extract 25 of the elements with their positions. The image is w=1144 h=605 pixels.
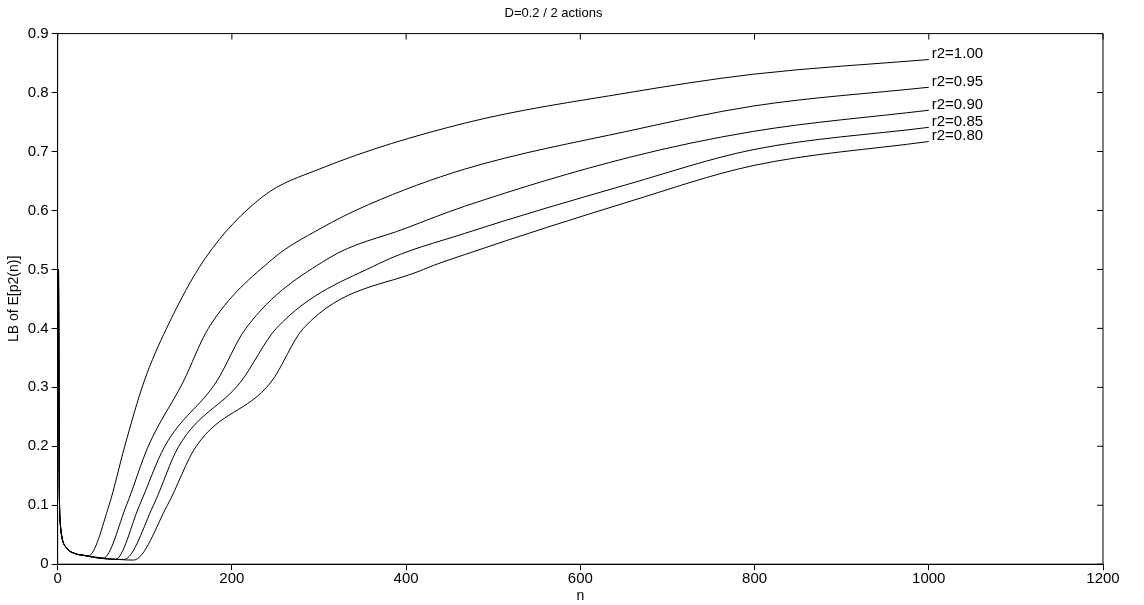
x-tick-label: 1000: [912, 569, 946, 587]
y-tick-label: 0.7: [27, 141, 49, 159]
y-axis-title: LB of E[p2(n)]: [5, 255, 22, 343]
x-tick-label: 600: [567, 569, 593, 587]
y-tick-label: 0.9: [27, 23, 49, 41]
legend-label: r2=1.00: [931, 44, 984, 62]
y-tick-label: 0.4: [27, 318, 49, 336]
y-tick-label: 0.2: [27, 436, 49, 454]
x-tick-label: 800: [742, 569, 768, 587]
y-tick-label: 0.5: [27, 259, 49, 277]
series-label: r2=0.85: [931, 111, 984, 129]
chart-title: D=0.2 / 2 actions: [504, 5, 603, 21]
x-axis-title: n: [576, 587, 585, 604]
y-tick-label: 0.8: [27, 82, 49, 100]
y-tick-label: 0.6: [27, 200, 49, 218]
series-label: r2=0.95: [931, 71, 984, 89]
x-tick-label: 200: [219, 569, 245, 587]
y-tick-label: 0: [40, 554, 49, 572]
series-label: r2=0.90: [931, 94, 984, 112]
x-tick-label: 400: [393, 569, 419, 587]
series-label: r2=0.80: [931, 126, 984, 144]
x-tick-label: 1200: [1086, 569, 1120, 587]
y-tick-label: 0.3: [27, 377, 49, 395]
x-tick-label: 0: [53, 569, 62, 587]
y-tick-label: 0.1: [27, 495, 49, 513]
